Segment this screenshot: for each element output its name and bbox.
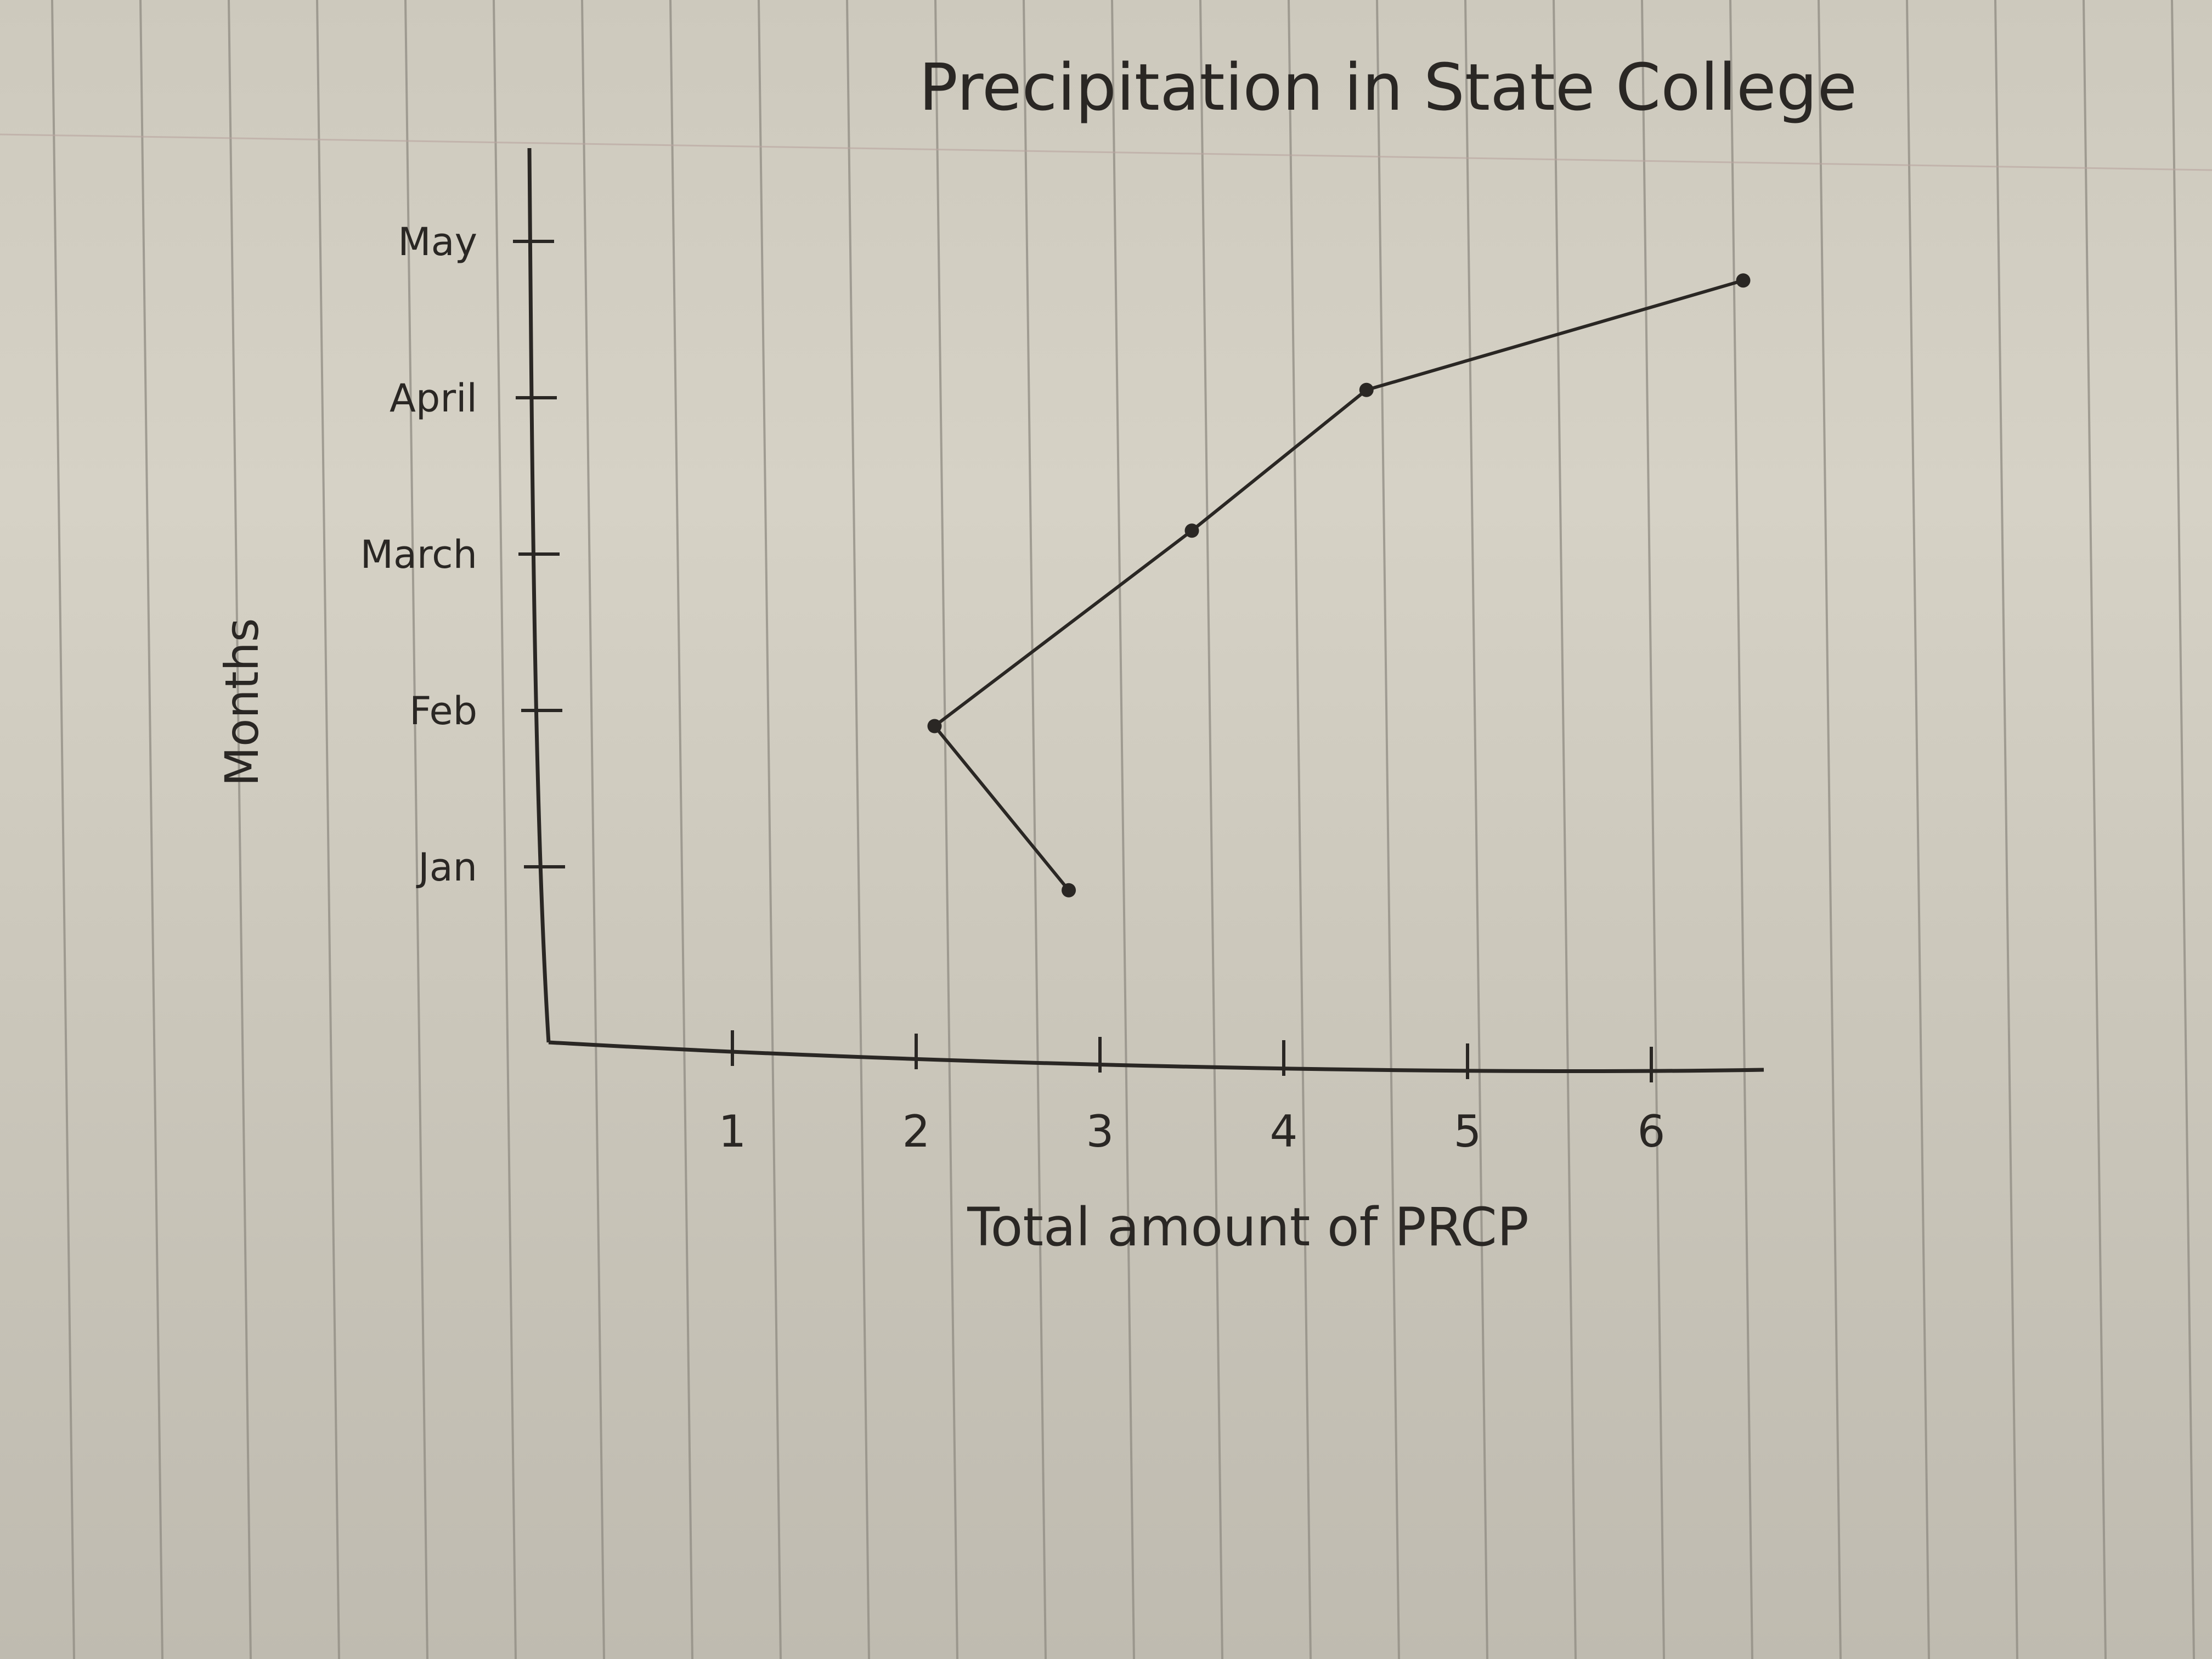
rule-line <box>51 0 75 1659</box>
rule-line <box>316 0 340 1659</box>
rule-line <box>1641 0 1665 1659</box>
rule-line <box>1199 0 1223 1659</box>
series-layer <box>927 273 1751 898</box>
rule-line <box>228 0 252 1659</box>
rule-line <box>1111 0 1135 1659</box>
data-point <box>1184 523 1199 538</box>
data-point <box>1062 883 1076 898</box>
y-tick-label: March <box>360 532 477 577</box>
x-tick-label: 2 <box>902 1106 930 1157</box>
rule-line <box>758 0 782 1659</box>
x-tick-label: 4 <box>1270 1106 1298 1157</box>
x-ticks: 1 2 3 4 5 6 <box>719 1030 1666 1157</box>
rule-line <box>404 0 428 1659</box>
y-axis-line <box>527 148 551 1043</box>
rule-line <box>846 0 870 1659</box>
rule-line <box>2083 0 2107 1659</box>
rule-line <box>1729 0 1753 1659</box>
x-tick-label: 3 <box>1086 1106 1114 1157</box>
margin-line <box>0 133 2212 171</box>
rule-line <box>1906 0 1930 1659</box>
rule-line <box>934 0 958 1659</box>
rule-line <box>1553 0 1577 1659</box>
data-point <box>927 719 942 733</box>
x-axis-label: Total amount of PRCP <box>967 1197 1528 1258</box>
rule-line <box>493 0 517 1659</box>
chart-title: Precipitation in State College <box>919 49 1857 125</box>
rule-line <box>1023 0 1047 1659</box>
data-point <box>1736 273 1751 288</box>
y-ticks: Jan Feb March April May <box>360 219 565 890</box>
rule-line <box>139 0 163 1659</box>
y-tick-label: Feb <box>409 689 477 733</box>
rule-line <box>1464 0 1488 1659</box>
x-tick-label: 6 <box>1638 1106 1666 1157</box>
rule-line <box>1376 0 1400 1659</box>
rule-line <box>581 0 605 1659</box>
y-tick-label: April <box>390 376 477 421</box>
rule-line <box>1288 0 1312 1659</box>
rule-line <box>2171 0 2195 1659</box>
rule-line <box>1818 0 1842 1659</box>
rule-line <box>1994 0 2018 1659</box>
x-tick-label: 1 <box>719 1106 747 1157</box>
rule-line <box>669 0 693 1659</box>
y-axis-label: Months <box>215 618 269 786</box>
data-point <box>1359 382 1374 397</box>
chart-axes <box>527 148 1764 1074</box>
series-line <box>933 279 1744 891</box>
x-tick-label: 5 <box>1454 1106 1482 1157</box>
y-tick-label: Jan <box>416 845 477 890</box>
y-tick-label: May <box>398 219 477 264</box>
